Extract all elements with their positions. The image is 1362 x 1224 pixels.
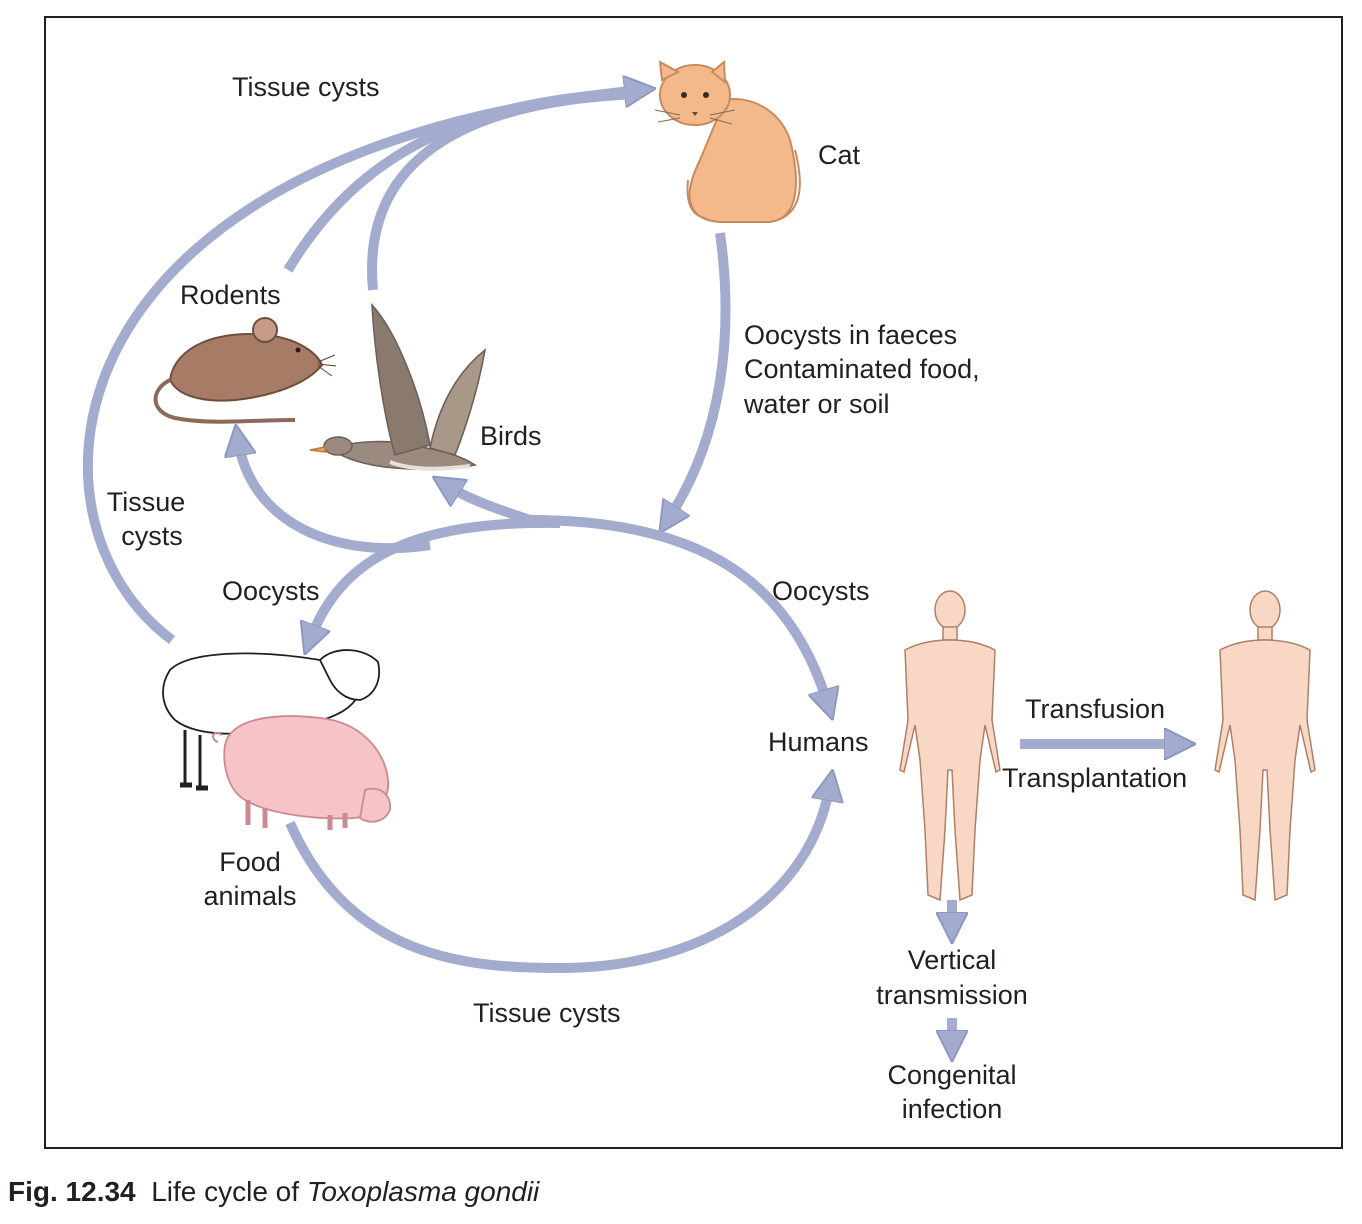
- label-humans: Humans: [768, 727, 869, 757]
- human-figure-1: [899, 590, 1001, 902]
- label-food: Food: [219, 847, 281, 877]
- label-tissue-cysts-top: Tissue cysts: [232, 72, 380, 102]
- label-oocysts-right: Oocysts: [772, 576, 870, 606]
- arrow-food-animals-to-humans: [285, 785, 830, 974]
- bird-illustration: [309, 302, 487, 471]
- label-oocysts-left: Oocysts: [222, 576, 320, 606]
- label-birds: Birds: [480, 421, 542, 451]
- label-animals: animals: [203, 881, 297, 911]
- label-transmission: transmission: [876, 980, 1028, 1010]
- label-tissue-cysts-bottom: Tissue cysts: [473, 998, 621, 1028]
- label-tissue-left-1: Tissue: [106, 487, 186, 517]
- label-vertical: Vertical: [907, 945, 997, 975]
- label-water-or-soil: water or soil: [744, 389, 890, 419]
- arrow-environment-to-food-animals: [310, 517, 561, 640]
- figure-caption: Fig. 12.34 Life cycle of Toxoplasma gond…: [8, 1176, 539, 1208]
- label-contaminated-food: Contaminated food,: [744, 354, 980, 384]
- caption-text: Life cycle of: [151, 1176, 307, 1207]
- arrow-birds-to-cat: [367, 89, 641, 291]
- caption-organism: Toxoplasma gondii: [306, 1176, 540, 1207]
- label-cat: Cat: [818, 140, 861, 170]
- caption-label: Fig. 12.34: [8, 1176, 136, 1207]
- human-figure-2: [1214, 590, 1316, 902]
- arrow-environment-to-birds: [446, 485, 532, 525]
- diagram-frame: [44, 16, 1343, 1149]
- label-infection: infection: [901, 1094, 1003, 1124]
- arrow-environment-to-humans: [529, 515, 828, 705]
- rodent-illustration: [153, 317, 337, 424]
- food-animals-illustration: [162, 649, 392, 830]
- label-transfusion: Transfusion: [1025, 694, 1166, 724]
- label-congenital: Congenital: [887, 1060, 1017, 1090]
- arrow-rodents-to-cat: [283, 87, 641, 273]
- arrow-food-animals-to-cat: [82, 90, 640, 645]
- label-transplantation: Transplantation: [1002, 763, 1188, 793]
- label-oocysts-in-faeces: Oocysts in faeces: [744, 320, 958, 350]
- label-rodents: Rodents: [180, 280, 281, 310]
- cat-illustration: [654, 59, 801, 223]
- label-tissue-left-2: cysts: [121, 521, 183, 551]
- arrow-cat-to-environment: [668, 232, 731, 520]
